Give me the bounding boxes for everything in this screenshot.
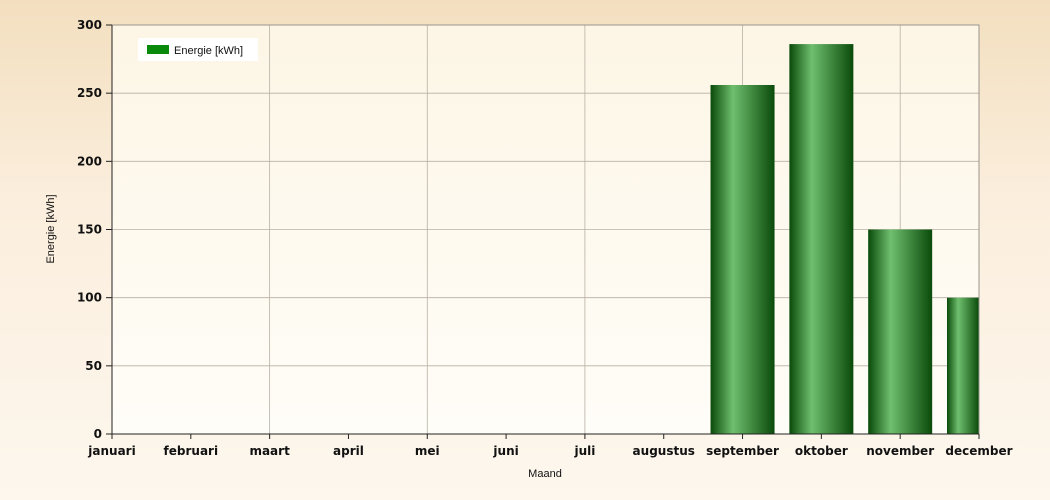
x-tick-label: mei <box>415 444 440 458</box>
bars <box>710 44 979 434</box>
y-tick-label: 50 <box>85 359 102 373</box>
legend-swatch <box>147 45 169 54</box>
x-tick-label: oktober <box>795 444 848 458</box>
x-tick-label: april <box>333 444 364 458</box>
y-tick-label: 150 <box>77 223 102 237</box>
y-axis-title: Energie [kWh] <box>45 194 57 263</box>
x-tick-label: november <box>866 444 934 458</box>
legend-label: Energie [kWh] <box>174 45 243 57</box>
x-axis-ticks: januari februari maart april mei juni juli augu… <box>87 434 1013 458</box>
x-axis-title: Maand <box>528 468 562 480</box>
y-tick-label: 100 <box>77 291 102 305</box>
x-tick-label: januari <box>87 444 135 458</box>
y-tick-label: 200 <box>77 154 102 168</box>
x-tick-label: juni <box>492 444 518 458</box>
y-tick-label: 250 <box>77 86 102 100</box>
x-tick-label: december <box>945 444 1012 458</box>
bar-november <box>868 229 933 434</box>
x-tick-label: augustus <box>633 444 695 458</box>
x-tick-label: februari <box>164 444 219 458</box>
legend: Energie [kWh] <box>138 38 258 61</box>
bar-oktober <box>789 44 854 434</box>
x-tick-label: september <box>706 444 779 458</box>
y-tick-label: 0 <box>94 427 102 441</box>
legend-box <box>138 38 258 61</box>
y-axis-ticks: 0 50 100 150 200 250 300 <box>77 18 112 441</box>
bar-september <box>710 84 775 434</box>
bar-december <box>947 297 979 434</box>
x-tick-label: maart <box>249 444 290 458</box>
x-tick-label: juli <box>573 444 595 458</box>
y-tick-label: 300 <box>77 18 102 32</box>
